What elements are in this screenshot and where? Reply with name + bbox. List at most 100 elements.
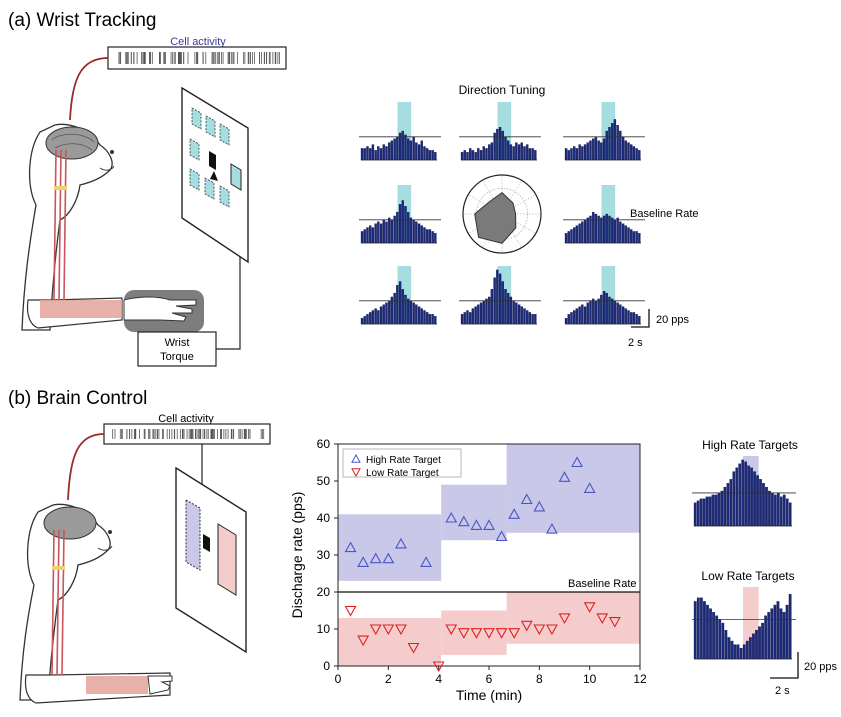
histogram-bar <box>479 150 483 161</box>
high-rate-point <box>420 556 433 567</box>
histogram-bar <box>404 134 407 161</box>
y-tick-label: 20 <box>317 585 331 599</box>
histogram-bar <box>581 304 584 325</box>
histogram-bar <box>515 142 518 161</box>
histogram-bar <box>415 304 418 325</box>
histogram-bar <box>605 292 608 325</box>
histogram-bar <box>371 227 375 244</box>
histogram-bar <box>423 310 426 325</box>
histogram-bar <box>431 150 434 161</box>
high-rate-target-band <box>506 444 640 533</box>
high-rate-point <box>495 530 508 542</box>
histogram-bar <box>496 128 499 161</box>
histogram-bar <box>709 608 712 660</box>
high-rate-point <box>520 493 533 505</box>
histogram-bar <box>366 227 369 244</box>
high-rate-point <box>583 482 596 493</box>
histogram-bar <box>482 146 485 161</box>
legend-label: High Rate Target <box>366 455 441 466</box>
high-rate-histogram <box>692 456 796 527</box>
histogram-bar <box>735 467 739 527</box>
x-tick-label: 10 <box>583 672 597 686</box>
panel-a-torque-connector <box>216 230 241 350</box>
panel-a-spike-train <box>118 52 281 64</box>
high-rate-point <box>344 541 357 553</box>
histogram-bar <box>785 498 789 527</box>
histogram-bar <box>485 298 488 325</box>
histogram-bar <box>785 604 789 660</box>
histogram-bar <box>693 601 697 660</box>
histogram-bar <box>371 144 375 161</box>
histogram-bar <box>374 223 377 244</box>
histogram-bar <box>771 492 774 527</box>
high-rate-target-band <box>338 514 442 581</box>
histogram-bar <box>564 318 568 325</box>
histogram-bar <box>468 312 472 325</box>
histogram-bar <box>398 281 402 325</box>
histogram-bar <box>515 302 518 325</box>
histogram-bar <box>768 490 771 527</box>
histogram-bar <box>764 615 768 660</box>
histogram-bar <box>752 633 755 660</box>
histogram-bar <box>759 479 762 527</box>
histogram-bar <box>570 229 573 244</box>
histogram-bar <box>379 306 383 325</box>
histogram-bar <box>567 150 570 161</box>
histogram-bar <box>578 144 581 161</box>
high-rate-point <box>470 519 483 530</box>
histogram-bar <box>572 227 576 244</box>
histogram-bar <box>415 142 418 161</box>
panel-b-scalebar-y-label: 20 pps <box>804 661 838 673</box>
histogram-bar <box>572 146 576 161</box>
high-rate-point <box>508 508 521 519</box>
histogram-bar <box>575 148 579 161</box>
histogram-bar <box>420 225 423 244</box>
histogram-bar <box>420 308 423 325</box>
histogram-bar <box>714 494 718 527</box>
histogram-bar <box>431 231 434 244</box>
histogram-bar <box>417 223 421 244</box>
histogram-bar <box>415 221 418 244</box>
histogram-bar <box>434 316 437 325</box>
histogram-bar <box>589 140 592 161</box>
histogram-bar <box>504 289 507 325</box>
panel-a-target-screen <box>181 86 249 264</box>
histogram-bar <box>758 626 761 660</box>
histogram-bar <box>600 142 603 161</box>
histogram-bar <box>425 312 429 325</box>
histogram-bar <box>564 233 568 244</box>
histogram-bar <box>417 144 421 161</box>
histogram-bar <box>589 300 592 325</box>
histogram-bar <box>471 308 475 325</box>
histogram-bar <box>523 146 526 161</box>
histogram-bar <box>567 231 570 244</box>
histogram-bar <box>398 204 402 244</box>
histogram-bar <box>409 300 413 325</box>
histogram-bar <box>368 312 372 325</box>
low-rate-point <box>445 624 458 636</box>
histogram-bar <box>708 496 712 527</box>
histogram-bar <box>779 496 783 527</box>
low-rate-point <box>407 642 420 654</box>
histogram-bar <box>635 231 638 244</box>
histogram-bar <box>363 148 366 161</box>
polar-tuning-plot <box>462 174 542 254</box>
histogram-bar <box>498 126 502 161</box>
histogram-bar <box>621 223 625 244</box>
histogram-bar <box>466 310 469 325</box>
histogram-bar <box>374 150 377 161</box>
histogram-bar <box>377 310 380 325</box>
histogram-bar <box>619 221 622 244</box>
histogram-bar <box>702 498 706 527</box>
histogram-bar <box>610 123 614 161</box>
histogram-bar <box>753 471 756 527</box>
histogram-bar <box>570 312 573 325</box>
histogram-bar <box>591 211 595 244</box>
histogram-bar <box>711 494 715 527</box>
histogram-bar <box>744 461 748 527</box>
histogram-bar <box>379 148 383 161</box>
histogram-bar <box>401 289 404 325</box>
histogram-bar <box>474 306 477 325</box>
low-rate-point <box>483 628 495 639</box>
